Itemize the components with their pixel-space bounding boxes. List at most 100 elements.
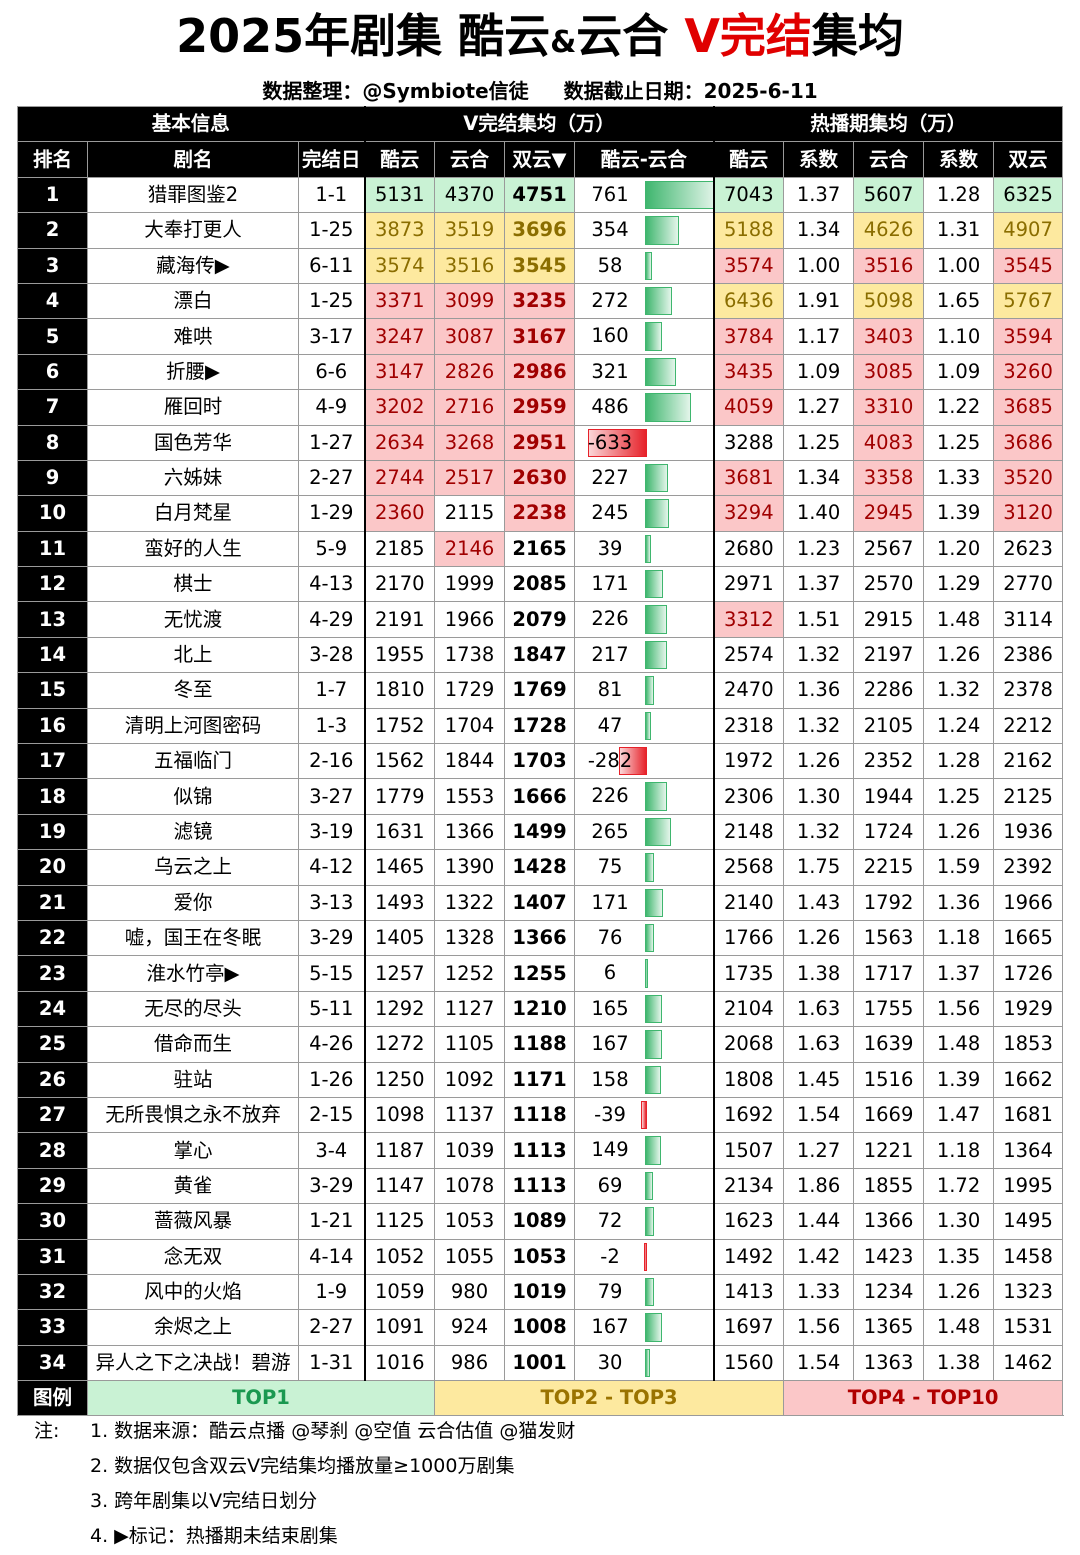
hot-k1-cell: 1.63 [783,1026,855,1063]
hot-kuyun-cell: 2104 [713,990,785,1028]
diff-value: 47 [597,713,623,737]
shuangyun-cell: 1769 [504,672,576,709]
hot-k2-cell: 1.20 [923,530,995,568]
end-date-cell: 3-19 [297,813,366,851]
kuyun-cell: 5131 [364,176,436,214]
diff-cell: 245 [574,495,715,532]
hot-k1-cell: 1.36 [783,672,855,709]
yunhe-cell: 3519 [434,212,506,249]
hot-yunhe-cell: 3516 [853,247,925,284]
diff-value: 6 [603,961,617,985]
rank-cell: 21 [17,884,88,921]
kuyun-cell: 1147 [364,1167,436,1205]
hot-k1-cell: 1.09 [783,353,855,391]
hot-kuyun-cell: 1560 [713,1344,785,1382]
col-hot-shuangyun: 双云 [993,141,1064,178]
hot-kuyun-cell: 2971 [713,566,785,603]
hot-k2-cell: 1.48 [923,601,995,638]
hot-kuyun-cell: 2140 [713,884,785,921]
yunhe-cell: 2146 [434,530,506,568]
rank-cell: 5 [17,318,88,355]
table-row: 15 冬至 1-7 1810 1729 1769 81 2470 1.36 2286 1.32 237… [17,672,1064,709]
kuyun-cell: 1810 [364,672,436,709]
hot-kuyun-cell: 7043 [713,176,785,214]
group-basic-info: 基本信息 [16,105,366,143]
end-date-cell: 2-16 [297,743,366,780]
diff-value: -282 [587,749,633,773]
legend-row: 图例 TOP1 TOP2 - TOP3 TOP4 - TOP10 [17,1380,1064,1417]
col-yunhe: 云合 [434,141,506,178]
diff-cell: 761 [574,176,715,214]
diff-value: 761 [591,182,629,206]
col-hot-k1: 系数 [783,141,855,178]
hot-shuangyun-cell: 3114 [993,601,1064,638]
shuangyun-cell: 2959 [504,389,576,426]
hot-shuangyun-cell: 3260 [993,353,1064,391]
diff-bar-positive [645,1136,662,1165]
rank-cell: 28 [17,1132,88,1169]
hot-kuyun-cell: 2318 [713,707,785,745]
shuangyun-cell: 1499 [504,813,576,851]
col-shuangyun-sort[interactable]: 双云▼ [504,141,576,178]
table-row: 19 滤镜 3-19 1631 1366 1499 265 2148 1.32 1724 1.26 1… [17,813,1064,851]
title-cell: 大奉打更人 [87,212,299,249]
hot-kuyun-cell: 1735 [713,955,785,992]
diff-value: 354 [591,218,629,242]
title-cell: 棋士 [87,566,299,603]
diff-cell: -2 [574,1238,715,1275]
rank-cell: 14 [17,636,88,674]
yunhe-cell: 1322 [434,884,506,921]
diff-bar-positive [645,322,663,351]
diff-cell: 69 [574,1167,715,1205]
table-row: 11 蛮好的人生 5-9 2185 2146 2165 39 2680 1.23 2567 1.20… [17,530,1064,568]
diff-cell: -282 [574,743,715,780]
title-cell: 难哄 [87,318,299,355]
hot-yunhe-cell: 2570 [853,566,925,603]
yunhe-cell: 1252 [434,955,506,992]
hot-k1-cell: 1.17 [783,318,855,355]
hot-kuyun-cell: 1808 [713,1061,785,1098]
title-cell: 滤镜 [87,813,299,851]
kuyun-cell: 3873 [364,212,436,249]
note-item: 2. 数据仅包含双云V完结集均播放量≥1000万剧集 [90,1455,515,1477]
hot-k2-cell: 1.22 [923,389,995,426]
hot-k1-cell: 1.37 [783,566,855,603]
hot-yunhe-cell: 1423 [853,1238,925,1275]
hot-k2-cell: 1.28 [923,743,995,780]
diff-bar-positive [645,216,680,245]
hot-k1-cell: 1.25 [783,424,855,461]
diff-bar-positive [645,1171,654,1201]
title-cell: 异人之下之决战！碧游 [87,1344,299,1382]
table-row: 30 蔷薇风暴 1-21 1125 1053 1089 72 1623 1.44 1366 1.30… [17,1203,1064,1240]
rank-cell: 29 [17,1167,88,1205]
kuyun-cell: 1098 [364,1096,436,1134]
end-date-cell: 3-29 [297,1167,366,1205]
hot-k1-cell: 1.44 [783,1203,855,1240]
table-row: 31 念无双 4-14 1052 1055 1053 -2 1492 1.42 1423 1.35 1… [17,1238,1064,1275]
diff-cell: 227 [574,459,715,497]
end-date-cell: 1-26 [297,1061,366,1098]
diff-value: 245 [591,501,629,525]
hot-yunhe-cell: 1563 [853,919,925,957]
hot-k1-cell: 1.40 [783,495,855,532]
table-row: 22 嘘，国王在冬眠 3-29 1405 1328 1366 76 1766 1.26 1563 1… [17,919,1064,957]
yunhe-cell: 1738 [434,636,506,674]
end-date-cell: 1-1 [297,176,366,214]
kuyun-cell: 2185 [364,530,436,568]
end-date-cell: 4-26 [297,1026,366,1063]
diff-bar-positive [645,463,669,493]
hot-k1-cell: 1.54 [783,1096,855,1134]
hot-yunhe-cell: 2105 [853,707,925,745]
diff-cell: 81 [574,672,715,709]
end-date-cell: 1-25 [297,212,366,249]
hot-shuangyun-cell: 1364 [993,1132,1064,1169]
table-row: 13 无忧渡 4-29 2191 1966 2079 226 3312 1.51 2915 1.48… [17,601,1064,638]
data-cutoff-date: 数据截止日期：2025-6-11 [563,79,818,103]
end-date-cell: 3-13 [297,884,366,921]
rank-cell: 20 [17,849,88,886]
end-date-cell: 4-29 [297,601,366,638]
hot-k2-cell: 1.59 [923,849,995,886]
diff-bar-positive [645,782,668,811]
diff-cell: -39 [574,1096,715,1134]
group-v-end-avg: V完结集均（万） [364,105,715,143]
